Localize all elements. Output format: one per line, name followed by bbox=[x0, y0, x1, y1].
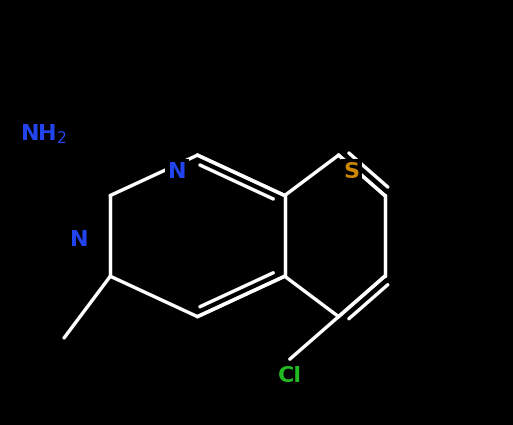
Text: N: N bbox=[70, 230, 89, 250]
Text: S: S bbox=[343, 162, 360, 182]
Text: Cl: Cl bbox=[278, 366, 302, 386]
Text: NH$_2$: NH$_2$ bbox=[20, 122, 67, 146]
Text: N: N bbox=[168, 162, 186, 182]
